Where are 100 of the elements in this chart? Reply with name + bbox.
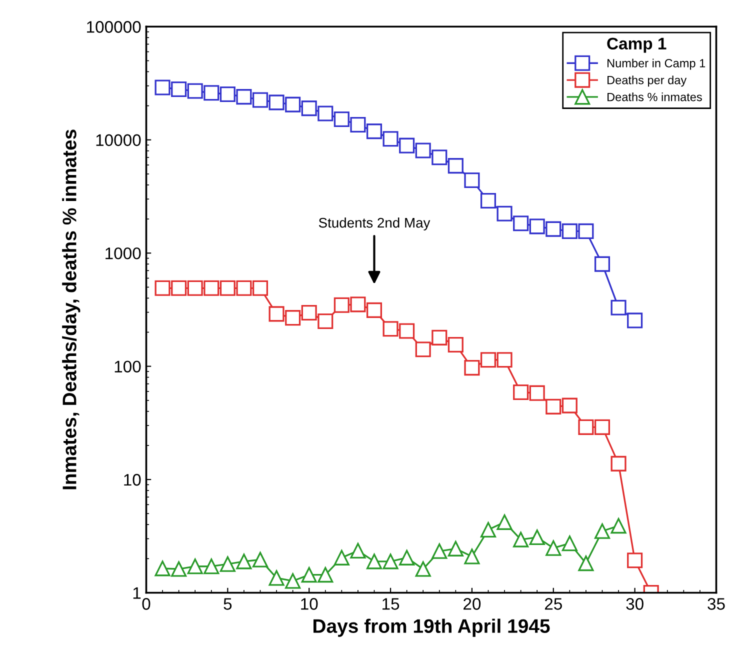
point (301, 567, 317, 583)
point (546, 398, 562, 414)
x-tick-label: 20 (464, 598, 481, 610)
point (415, 561, 431, 577)
point (318, 106, 334, 122)
y-tick-label: 1 (133, 587, 141, 599)
point (496, 514, 512, 530)
point (578, 556, 594, 572)
point (301, 100, 317, 116)
point (448, 540, 464, 556)
point (252, 92, 268, 108)
point (610, 456, 626, 472)
point (252, 280, 268, 296)
y-tick-label: 1000 (106, 247, 141, 260)
x-tick-label: 15 (382, 598, 400, 610)
point (285, 310, 301, 326)
point (350, 296, 366, 312)
point (220, 86, 236, 102)
point (236, 89, 252, 105)
point (513, 384, 529, 400)
point (366, 554, 382, 570)
point (334, 297, 350, 313)
point (382, 554, 398, 570)
point (285, 573, 301, 589)
point (578, 223, 594, 239)
point (301, 304, 317, 321)
point (187, 83, 203, 99)
point (464, 548, 480, 564)
point (268, 94, 284, 110)
point (594, 523, 610, 539)
point (220, 556, 236, 572)
point (529, 529, 545, 546)
point (204, 85, 220, 101)
point (610, 300, 626, 316)
y-tick-label: 100000 (87, 21, 141, 33)
point (480, 352, 496, 368)
x-tick-label: 35 (708, 598, 725, 610)
y-tick-label: 10000 (96, 134, 141, 146)
point (171, 81, 187, 98)
point (318, 567, 334, 583)
legend-label: Deaths per day (608, 76, 687, 87)
point (366, 124, 382, 140)
point (432, 330, 448, 346)
point (415, 142, 431, 158)
x-tick-label: 25 (544, 598, 562, 610)
point (350, 116, 366, 133)
point (154, 80, 170, 96)
point (480, 192, 496, 209)
point (480, 522, 496, 538)
point (399, 138, 415, 154)
point (432, 543, 448, 559)
point (432, 150, 448, 166)
point (350, 542, 366, 559)
point (204, 280, 220, 296)
point (171, 561, 187, 577)
point (399, 323, 415, 339)
point (513, 216, 529, 232)
point (154, 280, 170, 296)
point (627, 552, 643, 568)
point (334, 111, 350, 128)
point (529, 385, 545, 401)
legend-label: Number in Camp 1 (608, 58, 706, 70)
point (415, 342, 431, 358)
point (513, 532, 529, 548)
point (285, 96, 301, 112)
legend-label: Deaths % inmates (608, 92, 702, 102)
point (268, 570, 284, 586)
point (578, 419, 594, 435)
y-axis-title: Inmates, Deaths/day, deaths % inmates (62, 130, 80, 490)
point (236, 554, 252, 570)
x-tick-label: 5 (224, 598, 232, 610)
point (334, 550, 350, 566)
point (220, 280, 236, 296)
point (252, 552, 268, 568)
point (448, 336, 464, 353)
point (382, 321, 398, 337)
y-tick-label: 10 (124, 474, 141, 486)
point (366, 302, 382, 318)
point (171, 280, 187, 296)
point (610, 518, 626, 534)
x-tick-label: 30 (626, 598, 644, 610)
point (187, 280, 203, 296)
point (268, 306, 284, 322)
point (529, 218, 545, 234)
point (546, 540, 562, 556)
point (464, 172, 480, 188)
x-axis-title: Days from 19th April 1945 (314, 618, 550, 637)
point (236, 280, 252, 296)
point (562, 536, 578, 552)
point (627, 312, 643, 328)
point (154, 560, 170, 576)
point (318, 313, 334, 330)
point (382, 131, 398, 147)
point (546, 221, 562, 237)
point (448, 158, 464, 174)
point (562, 398, 578, 414)
x-tick-label: 0 (142, 598, 150, 610)
point (399, 550, 415, 566)
x-tick-label: 10 (301, 598, 318, 610)
y-tick-label: 100 (114, 360, 141, 373)
